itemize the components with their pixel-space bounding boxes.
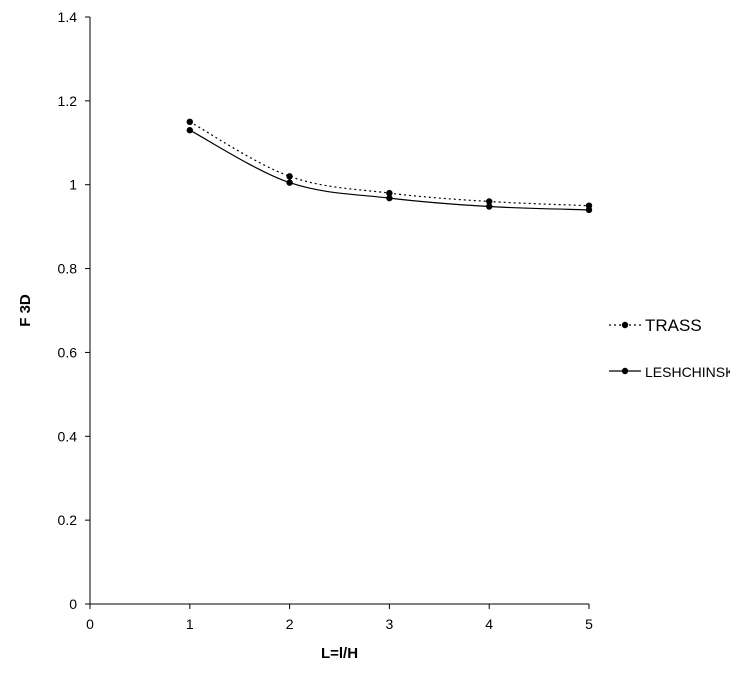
y-tick-label: 1.4	[58, 9, 78, 25]
y-tick-label: 0.4	[58, 428, 78, 444]
axes: 0 0.2 0.4 0.6 0.8 1 1.2 1.4 0 1 2 3 4 5	[58, 9, 594, 632]
legend-label-leshchinsky: LESHCHINSKY	[645, 364, 730, 380]
x-tick-label: 2	[286, 616, 294, 632]
legend-marker-trass	[621, 321, 629, 329]
x-axis-title: L=l/H	[321, 645, 358, 662]
y-tick-label: 1	[69, 177, 77, 193]
data-point-leshchinsky	[486, 203, 493, 210]
data-point-trass	[286, 173, 293, 180]
data-point-trass	[186, 118, 193, 126]
series-leshchinsky	[186, 127, 593, 214]
y-tick-label: 0.2	[58, 512, 78, 528]
x-tick-label: 4	[485, 616, 493, 632]
series-layer	[186, 118, 593, 214]
data-point-leshchinsky	[585, 206, 593, 214]
legend-item-trass: TRASS	[609, 316, 702, 335]
y-tick-label: 1.2	[58, 93, 78, 109]
legend-marker-leshchinsky	[621, 367, 629, 375]
y-tick-label: 0	[69, 596, 77, 612]
y-tick-label: 0.6	[58, 344, 78, 360]
x-tick-label: 0	[86, 616, 94, 632]
data-point-leshchinsky	[286, 179, 293, 186]
data-point-trass	[386, 189, 393, 197]
y-axis-title: F 3D	[17, 294, 34, 327]
x-tick-label: 3	[386, 616, 394, 632]
legend: TRASS LESHCHINSKY	[609, 316, 730, 380]
data-point-leshchinsky	[386, 194, 393, 202]
legend-label-trass: TRASS	[645, 316, 702, 335]
data-point-trass	[486, 198, 493, 205]
y-tick-label: 0.8	[58, 261, 78, 277]
x-tick-label: 5	[585, 616, 593, 632]
legend-item-leshchinsky: LESHCHINSKY	[609, 364, 730, 380]
data-point-leshchinsky	[186, 127, 193, 134]
x-tick-label: 1	[186, 616, 194, 632]
